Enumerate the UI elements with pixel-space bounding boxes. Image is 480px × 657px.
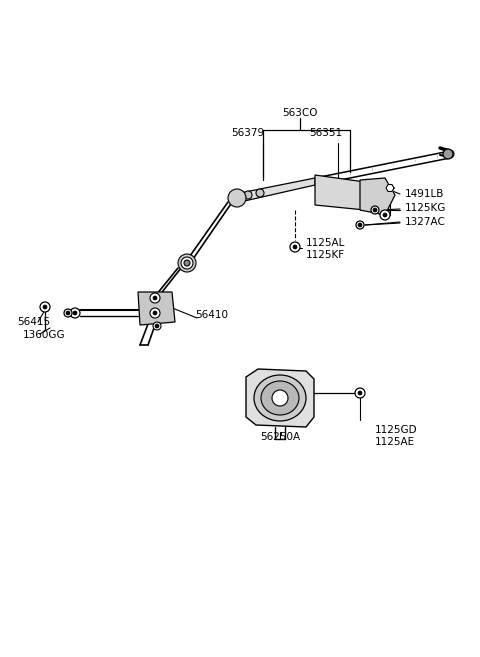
Circle shape — [153, 296, 157, 300]
Circle shape — [181, 257, 193, 269]
Text: 1125KF: 1125KF — [306, 250, 345, 260]
Circle shape — [155, 324, 159, 328]
Circle shape — [244, 191, 252, 199]
Circle shape — [355, 388, 365, 398]
Circle shape — [380, 210, 390, 220]
Circle shape — [40, 302, 50, 312]
Circle shape — [373, 208, 377, 212]
Polygon shape — [246, 369, 314, 427]
Ellipse shape — [446, 150, 454, 158]
Circle shape — [383, 213, 387, 217]
Polygon shape — [386, 185, 394, 191]
Text: 1125KG: 1125KG — [405, 203, 446, 213]
Text: 56351: 56351 — [310, 128, 343, 138]
Circle shape — [234, 195, 240, 201]
Circle shape — [43, 305, 47, 309]
Text: 56410: 56410 — [195, 310, 228, 320]
Circle shape — [371, 206, 379, 214]
Circle shape — [256, 189, 264, 197]
Polygon shape — [315, 175, 365, 210]
Circle shape — [290, 242, 300, 252]
Text: 56250A: 56250A — [260, 432, 300, 442]
Circle shape — [70, 308, 80, 318]
Circle shape — [228, 189, 246, 207]
Ellipse shape — [254, 375, 306, 421]
Text: 1125AL: 1125AL — [306, 238, 346, 248]
Circle shape — [153, 311, 157, 315]
Circle shape — [66, 311, 70, 315]
Circle shape — [356, 221, 364, 229]
Circle shape — [64, 309, 72, 317]
Text: 1491LB: 1491LB — [405, 189, 444, 199]
Circle shape — [358, 223, 362, 227]
Circle shape — [358, 391, 362, 395]
Circle shape — [150, 308, 160, 318]
Text: 1360GG: 1360GG — [23, 330, 66, 340]
Circle shape — [73, 311, 77, 315]
Circle shape — [231, 192, 243, 204]
Circle shape — [293, 245, 297, 249]
Text: 56415: 56415 — [17, 317, 50, 327]
Circle shape — [443, 149, 453, 159]
Text: 1125AE: 1125AE — [375, 437, 415, 447]
Circle shape — [150, 293, 160, 303]
Circle shape — [184, 260, 190, 266]
Polygon shape — [138, 292, 175, 325]
Polygon shape — [360, 178, 395, 215]
Text: 1125GD: 1125GD — [375, 425, 418, 435]
Text: 1327AC: 1327AC — [405, 217, 446, 227]
Circle shape — [178, 254, 196, 272]
Text: 56379: 56379 — [231, 128, 264, 138]
Circle shape — [153, 322, 161, 330]
Ellipse shape — [261, 381, 299, 415]
Circle shape — [272, 390, 288, 406]
Polygon shape — [240, 178, 315, 202]
Text: 563CO: 563CO — [282, 108, 318, 118]
